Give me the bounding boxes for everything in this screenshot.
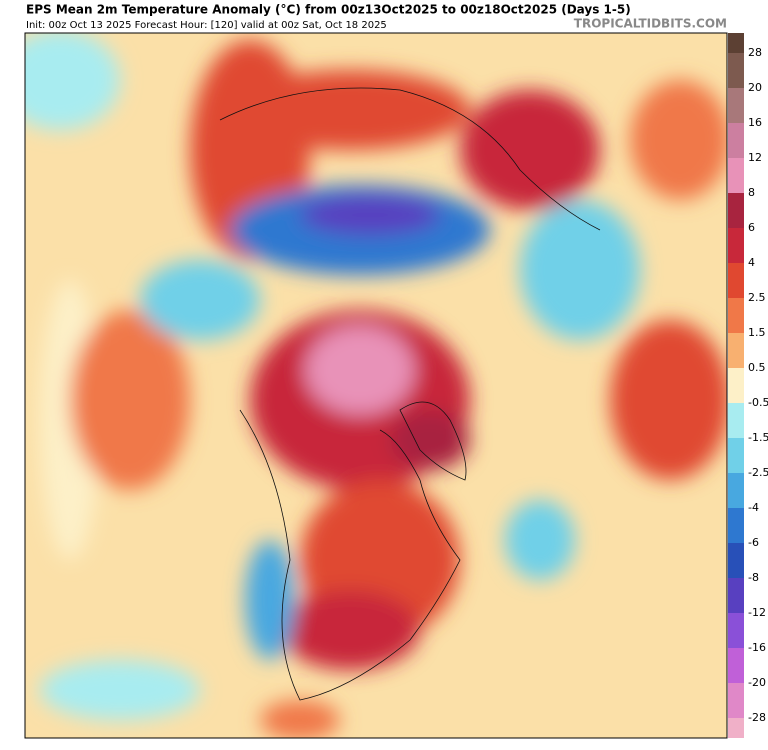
colorbar-label: -2.5 — [748, 466, 768, 479]
map-title: EPS Mean 2m Temperature Anomaly (°C) fro… — [26, 3, 631, 17]
cool-area — [40, 660, 200, 720]
colorbar: 28 20 16 12 8 6 4 2.5 1.5 0.5 -0.5 -1.5 -2.5 -4 -6 -8 -1… — [728, 33, 768, 738]
colorbar-label: 6 — [748, 221, 755, 234]
colorbar-swatch — [728, 473, 744, 508]
colorbar-label: -12 — [748, 606, 766, 619]
colorbar-label: 12 — [748, 151, 762, 164]
warm-area — [70, 310, 190, 490]
colorbar-swatch — [728, 263, 744, 298]
cold-area — [300, 195, 440, 235]
colorbar-label: -6 — [748, 536, 759, 549]
coastline — [239, 409, 461, 701]
colorbar-label: 4 — [748, 256, 755, 269]
colorbar-swatch — [728, 193, 744, 228]
colorbar-label: 2.5 — [748, 291, 766, 304]
colorbar-swatch — [728, 648, 744, 683]
colorbar-swatch — [728, 508, 744, 543]
map-frame — [24, 32, 728, 739]
colorbar-swatch — [728, 53, 744, 88]
colorbar-swatch — [728, 333, 744, 368]
brand: TROPICALTIDBITS.COM — [574, 17, 727, 31]
map-field — [25, 33, 727, 738]
colorbar-swatch — [728, 33, 744, 53]
cool-area — [505, 500, 575, 580]
warm-area — [390, 410, 470, 470]
coastlines — [219, 87, 601, 701]
colorbar-label: -1.5 — [748, 431, 768, 444]
warm-area — [260, 700, 340, 738]
colorbar-label: 8 — [748, 186, 755, 199]
colorbar-swatch — [728, 228, 744, 263]
cold-area — [245, 540, 295, 660]
colorbar-label: -20 — [748, 676, 766, 689]
warm-area — [610, 320, 727, 480]
coastline — [219, 87, 601, 231]
colorbar-label: 0.5 — [748, 361, 766, 374]
colorbar-label: 28 — [748, 46, 762, 59]
colorbar-swatch — [728, 438, 744, 473]
warm-area — [230, 70, 470, 150]
colorbar-label: 1.5 — [748, 326, 766, 339]
colorbar-swatch — [728, 718, 744, 738]
cool-area — [25, 33, 120, 130]
colorbar-swatch — [728, 158, 744, 193]
colorbar-label: -28 — [748, 711, 766, 724]
colorbar-label: 16 — [748, 116, 762, 129]
cool-area — [140, 260, 260, 340]
colorbar-swatch — [728, 123, 744, 158]
cool-area — [520, 200, 640, 340]
colorbar-label: 20 — [748, 81, 762, 94]
warm-area — [460, 90, 600, 210]
colorbar-swatch — [728, 683, 744, 718]
colorbar-swatch — [728, 88, 744, 123]
colorbar-label: -0.5 — [748, 396, 768, 409]
colorbar-label: -4 — [748, 501, 759, 514]
warm-area — [630, 80, 727, 200]
colorbar-swatch — [728, 543, 744, 578]
colorbar-label: -16 — [748, 641, 766, 654]
colorbar-swatch — [728, 368, 744, 403]
colorbar-swatch — [728, 403, 744, 438]
colorbar-swatch — [728, 298, 744, 333]
colorbar-swatch — [728, 578, 744, 613]
map-subtitle: Init: 00z Oct 13 2025 Forecast Hour: [12… — [26, 20, 387, 31]
warm-area — [280, 590, 420, 670]
hot-area — [305, 325, 415, 415]
colorbar-swatch — [728, 613, 744, 648]
anomaly-shading — [25, 33, 727, 738]
colorbar-label: -8 — [748, 571, 759, 584]
coastline — [399, 401, 467, 481]
